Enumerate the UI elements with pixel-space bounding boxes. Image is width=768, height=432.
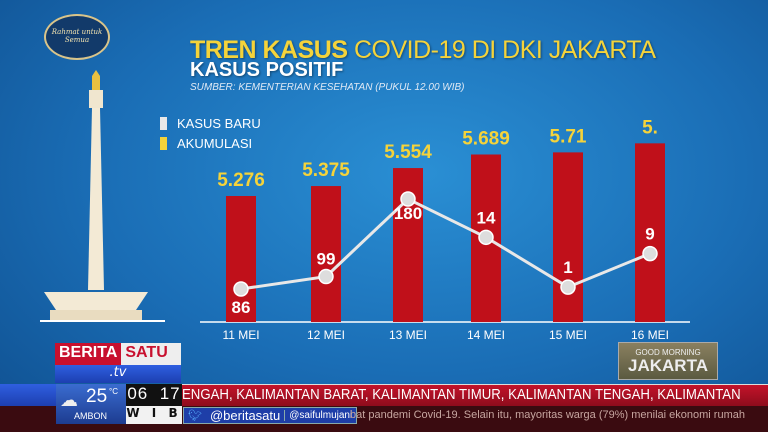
brand-a: BERITA bbox=[55, 343, 122, 365]
twitter-handles: 🐦︎ @beritasatu @saifulmujani bbox=[183, 407, 358, 424]
title-light: COVID-19 DI DKI JAKARTA bbox=[353, 36, 656, 64]
legend-label: AKUMULASI bbox=[177, 136, 253, 151]
logo-text: Rahmat untuk Semua bbox=[51, 28, 103, 44]
clock: 06 17 W I B bbox=[126, 384, 182, 424]
clock-zone: W I B bbox=[126, 406, 182, 424]
monas-monument-icon bbox=[40, 70, 165, 322]
bar-akumulasi bbox=[311, 186, 341, 322]
legend-label: KASUS BARU bbox=[177, 116, 261, 131]
chart-source: SUMBER: KEMENTERIAN KESEHATAN (PUKUL 12.… bbox=[190, 82, 465, 93]
legend-swatch bbox=[160, 117, 167, 130]
show-logo: GOOD MORNING JAKARTA bbox=[618, 342, 718, 380]
beritasatu-logo: BERITA SATU .tv bbox=[55, 343, 181, 383]
crawl-text: bat pandemi Covid-19. Selain itu, mayori… bbox=[350, 409, 745, 421]
line-point bbox=[400, 191, 416, 207]
chart-subtitle: KASUS POSITIF bbox=[190, 59, 344, 81]
chart-area: 5.276 11 MEI 5.375 12 MEI 5.554 13 MEI 5.689 14… bbox=[217, 117, 669, 342]
line-point bbox=[318, 268, 334, 285]
bar-akumulasi bbox=[553, 152, 583, 322]
bar-data-label: 5. bbox=[642, 117, 658, 138]
bar-data-label: 5.375 bbox=[302, 160, 350, 181]
guest-handle[interactable]: @saifulmujani bbox=[284, 410, 356, 421]
brand-b: SATU bbox=[121, 343, 181, 365]
twitter-handle[interactable]: @beritasatu bbox=[209, 408, 281, 423]
bar-data-label: 5.554 bbox=[384, 142, 432, 163]
show-name-b: JAKARTA bbox=[628, 356, 708, 375]
x-tick-label: 11 MEI bbox=[222, 328, 259, 342]
chart-title: TREN KASUS COVID-19 DI DKI JAKARTA bbox=[190, 36, 656, 65]
bar-data-label: 5.276 bbox=[217, 170, 265, 191]
x-tick-label: 13 MEI bbox=[389, 328, 427, 342]
weather-city: AMBON bbox=[74, 411, 108, 421]
legend-item-kasus-baru: KASUS BARU bbox=[160, 116, 261, 131]
title-bold: TREN KASUS bbox=[190, 36, 348, 64]
line-data-label: 9 bbox=[645, 225, 654, 244]
line-point bbox=[560, 279, 576, 295]
line-data-label: 99 bbox=[317, 250, 336, 269]
weather-widget: ☁ 25 °C AMBON bbox=[56, 384, 126, 424]
temperature-unit: °C bbox=[109, 387, 118, 396]
x-tick-label: 12 MEI bbox=[307, 328, 345, 342]
temperature: 25 bbox=[86, 386, 108, 407]
x-tick-label: 15 MEI bbox=[549, 328, 587, 342]
clock-hour: 06 bbox=[127, 384, 149, 403]
bar-akumulasi bbox=[393, 168, 423, 322]
news-ticker bbox=[0, 384, 768, 406]
brand-tv: .tv bbox=[55, 365, 181, 383]
bar-akumulasi bbox=[635, 143, 665, 322]
line-data-label: 1 bbox=[563, 258, 572, 277]
line-point bbox=[478, 229, 494, 246]
bar-akumulasi bbox=[226, 196, 256, 322]
legend-item-akumulasi: AKUMULASI bbox=[160, 136, 252, 151]
ticker-cap bbox=[0, 384, 56, 406]
twitter-bird-icon: 🐦︎ bbox=[188, 410, 202, 422]
ticker-text: ENGAH, KALIMANTAN BARAT, KALIMANTAN TIMU… bbox=[182, 386, 741, 403]
legend-swatch bbox=[160, 137, 167, 150]
cloud-icon: ☁ bbox=[60, 390, 78, 410]
bar-data-label: 5.689 bbox=[462, 128, 510, 149]
line-data-label: 86 bbox=[232, 298, 251, 317]
channel-logo: Rahmat untuk Semua bbox=[44, 14, 110, 60]
x-tick-label: 16 MEI bbox=[631, 328, 669, 342]
clock-minute: 17 bbox=[159, 384, 181, 403]
bar-data-label: 5.71 bbox=[550, 126, 587, 147]
line-kasus-baru bbox=[240, 197, 651, 291]
show-name-a: GOOD MORNING bbox=[635, 348, 701, 357]
x-tick-label: 14 MEI bbox=[467, 328, 505, 342]
line-point bbox=[233, 281, 249, 297]
line-point bbox=[642, 245, 658, 262]
line-data-label: 14 bbox=[477, 208, 496, 227]
line-data-label: 180 bbox=[394, 204, 422, 223]
